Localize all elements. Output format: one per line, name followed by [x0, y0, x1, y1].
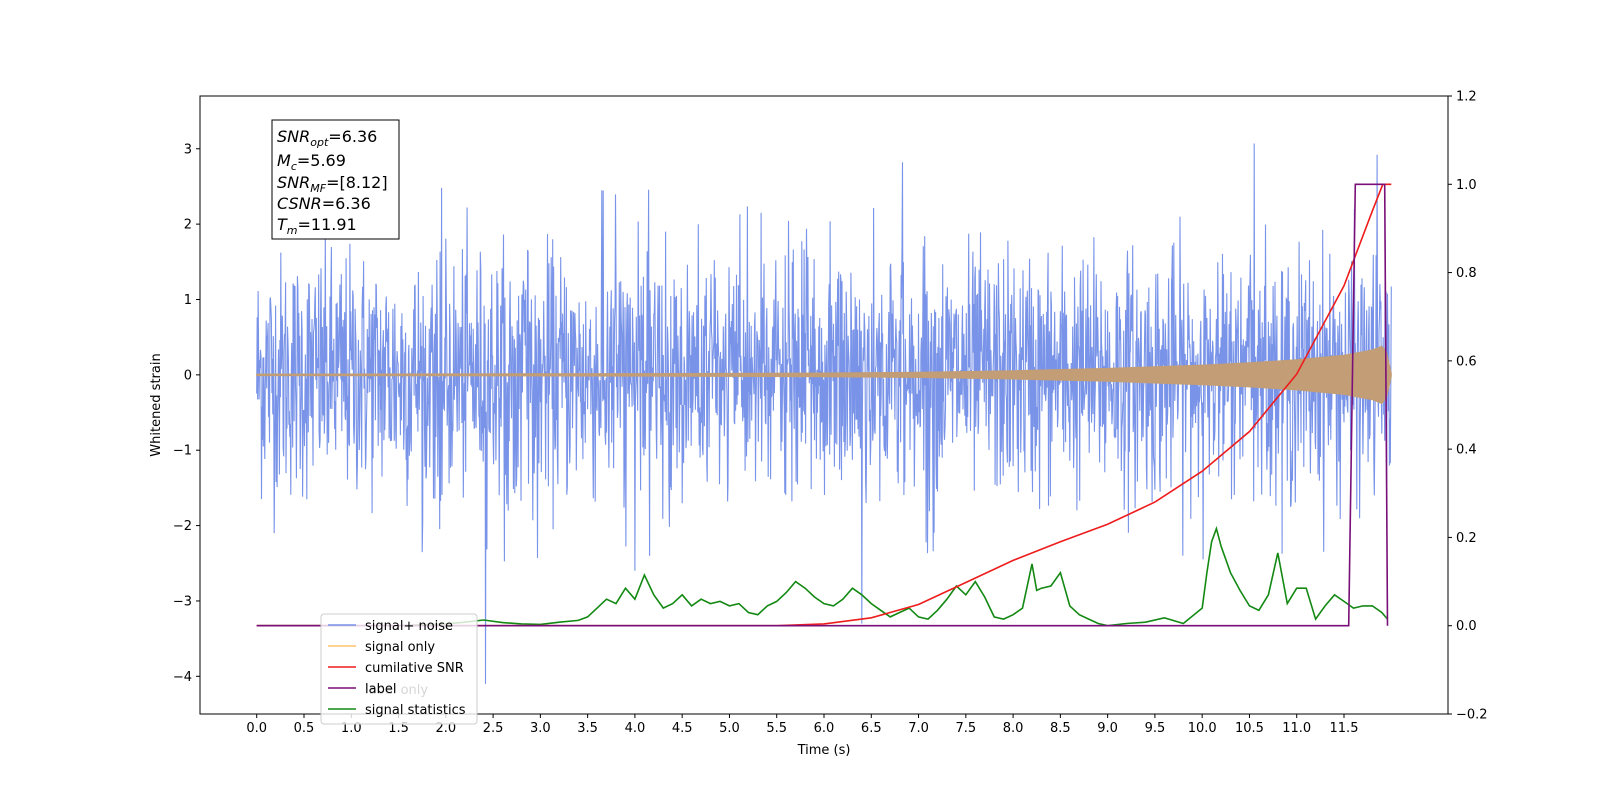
y-left-tick-label: 0: [184, 368, 192, 383]
x-tick-label: 0.0: [246, 721, 267, 736]
x-tick-label: 1.0: [341, 721, 362, 736]
legend-label: signal statistics: [365, 703, 466, 718]
legend-entry-signal-statistics: signal statistics: [328, 703, 466, 718]
x-tick-label: 1.5: [388, 721, 409, 736]
x-tick-label: 11.0: [1282, 721, 1311, 736]
legend-label: signal+ noise: [365, 619, 453, 634]
x-tick-label: 8.5: [1050, 721, 1071, 736]
x-tick-label: 4.0: [625, 721, 646, 736]
y-right-tick-label: 0.6: [1456, 354, 1477, 369]
legend-label-faded: label only: [365, 683, 428, 698]
plot-area: [256, 143, 1392, 684]
x-tick-label: 2.0: [435, 721, 456, 736]
x-tick-label: 4.5: [672, 721, 693, 736]
annotation-mc: Mc=5.69: [277, 151, 346, 173]
x-tick-label: 6.5: [861, 721, 882, 736]
x-axis-ticks: 0.0 0.5 1.0 1.5 2.0 2.5 3.0 3.5 4.0 4.5 5.0 5.5 6.0 6…: [246, 714, 1358, 736]
x-tick-label: 7.0: [908, 721, 929, 736]
y-left-tick-label: −3: [173, 594, 192, 609]
x-tick-label: 6.0: [814, 721, 835, 736]
x-tick-label: 9.5: [1145, 721, 1166, 736]
x-axis-label: Time (s): [797, 743, 851, 758]
annotation-frame: [271, 119, 400, 240]
x-tick-label: 0.5: [294, 721, 315, 736]
y-right-tick-label: 0.4: [1456, 443, 1477, 458]
y-left-tick-label: −1: [173, 444, 192, 459]
legend-entry-signal-only: signal only: [328, 640, 435, 655]
series-signal-statistics-line: [256, 525, 1389, 627]
x-tick-label: 3.0: [530, 721, 551, 736]
y-right-tick-label: 0.0: [1456, 619, 1477, 634]
legend-label: signal only: [365, 640, 435, 655]
annotation-box: SNRopt=6.36 Mc=5.69 SNRMF=[8.12] CSNR=6.…: [271, 119, 400, 240]
y-axis-right-ticks: 1.2 1.0 0.8 0.6 0.4 0.2 0.0 −0.2: [1448, 90, 1488, 723]
x-tick-label: 10.5: [1235, 721, 1264, 736]
y-left-tick-label: 3: [184, 142, 192, 157]
legend-label: label: [365, 682, 396, 697]
y-axis-left-ticks: 3 2 1 0 −1 −2 −3 −4: [173, 142, 200, 685]
annotation-snr-mf: SNRMF=[8.12]: [277, 173, 388, 195]
y-right-tick-label: 1.2: [1456, 90, 1477, 105]
x-tick-label: 10.0: [1188, 721, 1217, 736]
legend-label: cumilative SNR: [365, 661, 464, 676]
y-right-tick-label: 0.2: [1456, 531, 1477, 546]
y-right-tick-label: 0.8: [1456, 266, 1477, 281]
y-right-tick-label: 1.0: [1456, 178, 1477, 193]
y-left-tick-label: −4: [173, 670, 192, 685]
y-right-tick-label: −0.2: [1456, 708, 1488, 723]
legend-entry-signal-noise: signal+ noise: [328, 619, 453, 634]
legend-frame: [320, 613, 478, 725]
series-signal-only-area: [256, 345, 1392, 405]
x-tick-label: 5.0: [719, 721, 740, 736]
x-tick-label: 11.5: [1330, 721, 1359, 736]
legend-entry-label: label: [328, 682, 396, 697]
legend-entry-cumulative-snr: cumilative SNR: [328, 661, 464, 676]
series-cumilative-snr-line: [256, 183, 1392, 627]
x-tick-label: 7.5: [955, 721, 976, 736]
y-left-tick-label: 1: [184, 293, 192, 308]
y-axis-label: Whitened strain: [149, 353, 164, 456]
annotation-snr-opt: SNRopt=6.36: [277, 127, 377, 149]
x-tick-label: 3.5: [577, 721, 598, 736]
series-label-line: [256, 183, 1389, 627]
y-left-tick-label: 2: [184, 218, 192, 233]
annotation-csnr: CSNR=6.36: [277, 194, 371, 213]
y-left-tick-label: −2: [173, 519, 192, 534]
legend-entry-label-only: label only: [365, 683, 428, 698]
x-tick-label: 5.5: [766, 721, 787, 736]
x-tick-label: 2.5: [483, 721, 504, 736]
legend: signal+ noise signal only cumilative SNR…: [320, 613, 478, 725]
x-tick-label: 9.0: [1097, 721, 1118, 736]
x-tick-label: 8.0: [1003, 721, 1024, 736]
annotation-tm: Tm=11.91: [277, 215, 357, 237]
series-signal-noise-line: [256, 143, 1392, 684]
